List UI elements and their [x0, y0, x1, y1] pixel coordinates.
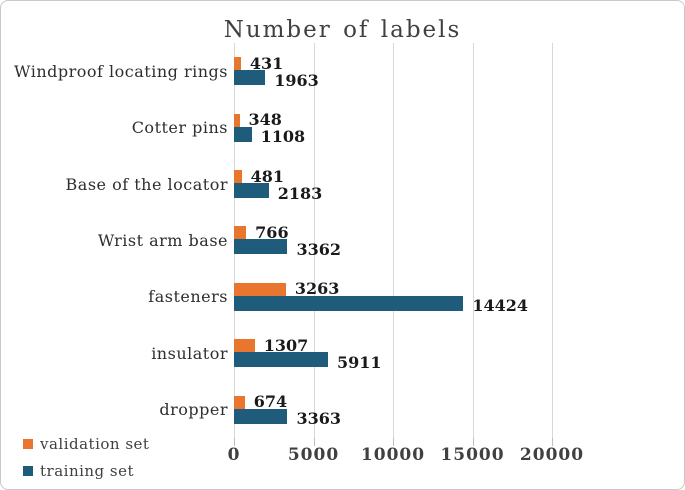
- value-label: 1307: [263, 335, 309, 355]
- category-label: dropper: [159, 400, 228, 420]
- x-tick-mark: [393, 438, 394, 446]
- x-tick-mark: [234, 438, 235, 446]
- bar-row: 3263 14424: [234, 269, 552, 325]
- plot-area: 431 1963 348 1108 481 2183 766 3362 3263 14424 130…: [234, 43, 553, 438]
- training-bar: [234, 183, 269, 199]
- validation-bar-line: 766: [234, 222, 552, 242]
- validation-bar: [234, 57, 241, 71]
- gridline: [393, 43, 394, 438]
- validation-bar-line: 481: [234, 166, 552, 186]
- training-swatch-icon: [23, 465, 33, 476]
- category-label: Cotter pins: [131, 118, 228, 138]
- training-bar: [234, 126, 252, 142]
- bars-layer: 431 1963 348 1108 481 2183 766 3362 3263 14424 130…: [234, 43, 552, 438]
- bar-row: 348 1108: [234, 99, 552, 155]
- gridline: [313, 43, 315, 438]
- bar-row: 766 3362: [234, 212, 552, 268]
- training-bar-line: 2183: [234, 183, 552, 201]
- gridline: [552, 43, 553, 438]
- validation-bar: [234, 170, 242, 184]
- value-label: 3263: [294, 279, 340, 299]
- training-bar: [234, 295, 464, 311]
- legend-label: validation set: [40, 434, 150, 453]
- x-tick-mark: [552, 438, 553, 446]
- x-tick-label: 0: [227, 445, 241, 465]
- validation-bar-line: 3263: [234, 279, 552, 299]
- value-label: 766: [255, 222, 289, 242]
- value-label: 674: [253, 392, 288, 412]
- category-label: insulator: [151, 343, 228, 363]
- bar-row: 481 2183: [234, 156, 552, 212]
- value-label: 1963: [274, 70, 319, 90]
- x-tick-mark: [313, 438, 315, 446]
- validation-bar-line: 431: [234, 53, 552, 73]
- training-bar: [234, 70, 266, 86]
- training-bar-line: 3362: [234, 239, 552, 257]
- value-label: 431: [249, 53, 284, 73]
- bar-row: 1307 5911: [234, 325, 552, 381]
- validation-bar: [234, 339, 255, 353]
- legend-item-validation: validation set: [23, 430, 149, 457]
- category-label: fasteners: [148, 287, 228, 307]
- value-label: 348: [248, 110, 282, 130]
- validation-bar: [234, 113, 240, 127]
- chart-title: Number of labels: [223, 17, 462, 43]
- training-bar: [234, 408, 288, 424]
- validation-bar-line: 1307: [234, 335, 552, 355]
- legend-label: training set: [40, 461, 135, 480]
- bar-row: 674 3363: [234, 382, 552, 438]
- x-tick-label: 20000: [519, 445, 585, 465]
- category-label: Windproof locating rings: [14, 61, 228, 81]
- value-label: 14424: [472, 296, 528, 316]
- value-label: 3363: [296, 409, 341, 429]
- training-bar-line: 1963: [234, 70, 552, 88]
- validation-bar-line: 348: [234, 110, 552, 130]
- bar-row: 431 1963: [234, 43, 552, 99]
- legend: validation set training set: [23, 430, 149, 484]
- value-label: 481: [250, 166, 285, 186]
- value-label: 1108: [260, 127, 306, 147]
- training-bar: [234, 352, 328, 368]
- x-tick-mark: [472, 438, 474, 446]
- value-label: 2183: [277, 183, 323, 203]
- gridline: [472, 43, 474, 438]
- validation-swatch-icon: [23, 438, 33, 449]
- category-label: Base of the locator: [65, 174, 228, 194]
- training-bar: [234, 239, 288, 255]
- training-bar-line: 3363: [234, 408, 552, 429]
- training-bar-line: 14424: [234, 295, 552, 316]
- x-tick-label: 5000: [287, 445, 340, 465]
- x-tick-label: 10000: [360, 445, 426, 465]
- validation-bar: [234, 282, 286, 296]
- value-label: 3362: [296, 239, 341, 259]
- validation-bar: [234, 395, 245, 409]
- legend-item-training: training set: [23, 457, 149, 484]
- x-tick-label: 15000: [440, 445, 505, 465]
- category-label: Wrist arm base: [97, 230, 228, 250]
- validation-bar: [234, 226, 247, 240]
- validation-bar-line: 674: [234, 392, 552, 412]
- training-bar-line: 1108: [234, 126, 552, 147]
- training-bar-line: 5911: [234, 352, 552, 370]
- value-label: 5911: [336, 352, 382, 372]
- category-axis: Windproof locating rings Cotter pins Base …: [11, 43, 228, 438]
